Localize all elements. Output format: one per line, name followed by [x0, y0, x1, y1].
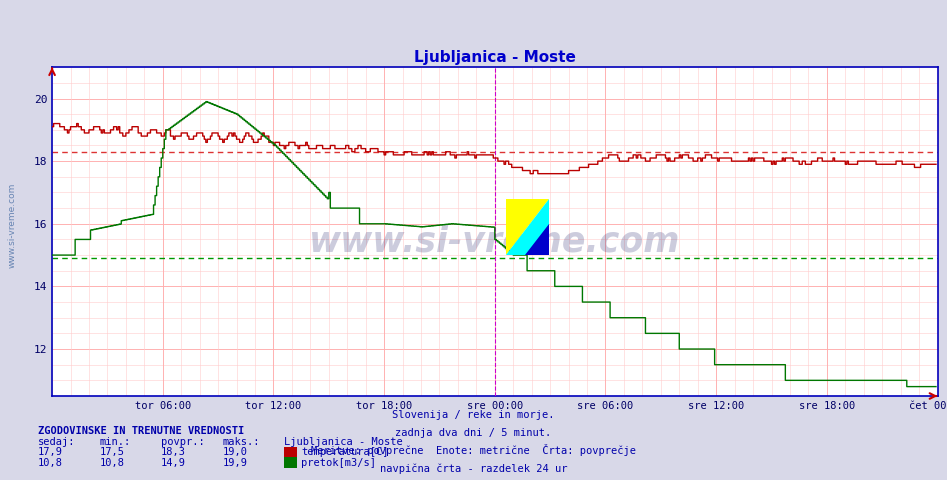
Text: Ljubljanica - Moste: Ljubljanica - Moste [284, 437, 402, 447]
Text: zadnja dva dni / 5 minut.: zadnja dva dni / 5 minut. [396, 428, 551, 438]
Text: 17,5: 17,5 [99, 447, 124, 457]
Text: Slovenija / reke in morje.: Slovenija / reke in morje. [392, 409, 555, 420]
Text: povpr.:: povpr.: [161, 437, 205, 447]
Text: 19,0: 19,0 [223, 447, 247, 457]
Title: Ljubljanica - Moste: Ljubljanica - Moste [414, 49, 576, 65]
Text: sedaj:: sedaj: [38, 437, 76, 447]
Text: pretok[m3/s]: pretok[m3/s] [301, 457, 376, 468]
Polygon shape [525, 224, 548, 255]
Text: www.si-vreme.com: www.si-vreme.com [8, 183, 17, 268]
Text: maks.:: maks.: [223, 437, 260, 447]
Text: navpična črta - razdelek 24 ur: navpična črta - razdelek 24 ur [380, 464, 567, 474]
Text: 10,8: 10,8 [99, 457, 124, 468]
Polygon shape [506, 199, 548, 255]
Text: 18,3: 18,3 [161, 447, 186, 457]
Text: temperatura[C]: temperatura[C] [301, 447, 388, 457]
Text: min.:: min.: [99, 437, 131, 447]
Text: www.si-vreme.com: www.si-vreme.com [309, 225, 681, 258]
Text: 19,9: 19,9 [223, 457, 247, 468]
Text: 17,9: 17,9 [38, 447, 63, 457]
Polygon shape [506, 199, 548, 255]
Text: Meritve: povprečne  Enote: metrične  Črta: povprečje: Meritve: povprečne Enote: metrične Črta:… [311, 444, 636, 456]
Text: ZGODOVINSKE IN TRENUTNE VREDNOSTI: ZGODOVINSKE IN TRENUTNE VREDNOSTI [38, 426, 244, 436]
Text: 10,8: 10,8 [38, 457, 63, 468]
Text: 14,9: 14,9 [161, 457, 186, 468]
